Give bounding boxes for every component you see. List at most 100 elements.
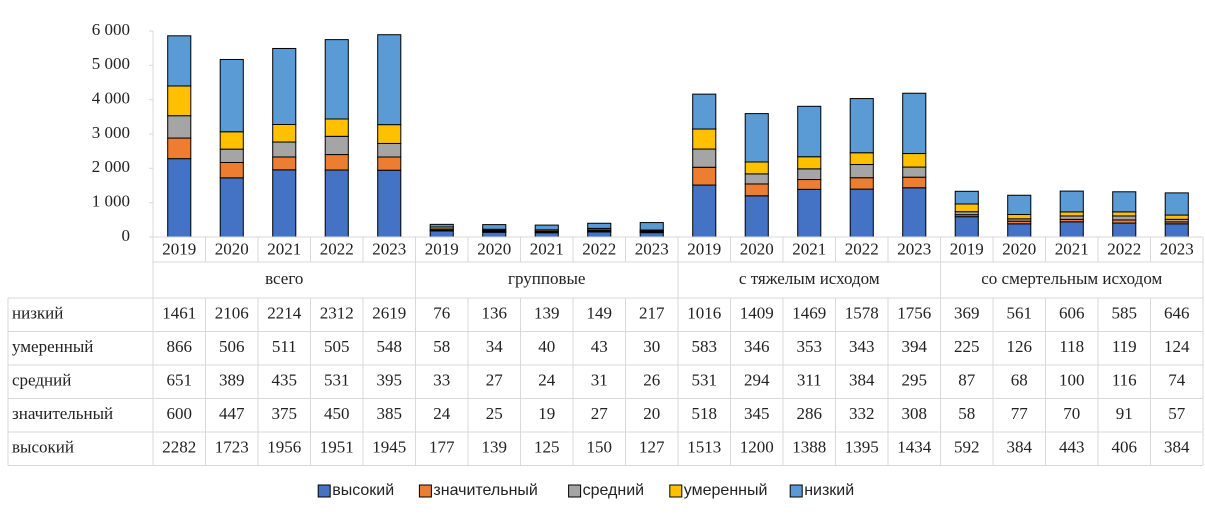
table-cell: 518 xyxy=(692,404,718,423)
table-cell: 646 xyxy=(1164,304,1190,323)
bar-segment xyxy=(744,161,769,175)
bar-segment xyxy=(1007,223,1032,238)
x-tick-label: 2021 xyxy=(267,239,301,258)
bar-segment xyxy=(797,105,822,158)
table-cell: 1756 xyxy=(897,304,931,323)
bar-segment xyxy=(954,216,979,238)
table-cell: 394 xyxy=(902,337,928,356)
x-tick-label: 2022 xyxy=(1107,239,1141,258)
table-cell: 27 xyxy=(486,371,504,390)
bar-segment xyxy=(692,184,717,238)
table-cell: 40 xyxy=(538,337,555,356)
table-cell: 308 xyxy=(902,404,928,423)
group-label: групповые xyxy=(508,269,585,288)
table-cell: 1388 xyxy=(792,438,826,457)
table-cell: 346 xyxy=(744,337,770,356)
bar-segment xyxy=(219,161,244,179)
table-cell: 26 xyxy=(643,371,660,390)
bar-segment xyxy=(324,169,349,238)
x-tick-label: 2020 xyxy=(740,239,774,258)
bar-segment xyxy=(1007,194,1032,216)
bar-segment xyxy=(377,124,402,144)
table-cell: 1578 xyxy=(845,304,879,323)
bar-segment xyxy=(377,34,402,126)
table-cell: 592 xyxy=(954,438,980,457)
legend-label: средний xyxy=(583,482,645,499)
table-cell: 217 xyxy=(639,304,665,323)
table-cell: 2312 xyxy=(320,304,354,323)
bar-segment xyxy=(797,188,822,238)
bar-segment xyxy=(219,148,244,163)
table-cell: 343 xyxy=(849,337,875,356)
table-cell: 395 xyxy=(377,371,403,390)
x-tick-label: 2022 xyxy=(320,239,354,258)
bar-segment xyxy=(219,131,244,150)
bar-segment xyxy=(1112,211,1137,217)
table-cell: 375 xyxy=(272,404,298,423)
table-cell: 385 xyxy=(377,404,403,423)
x-tick-label: 2019 xyxy=(425,239,459,258)
bar-segment xyxy=(692,166,717,186)
table-cell: 24 xyxy=(433,404,451,423)
bar-segment xyxy=(1112,191,1137,213)
bar-segment xyxy=(324,39,349,120)
table-cell: 150 xyxy=(587,438,613,457)
x-tick-label: 2021 xyxy=(792,239,826,258)
group-label: всего xyxy=(265,269,303,288)
bar-segment xyxy=(272,123,297,143)
x-tick-label: 2022 xyxy=(582,239,616,258)
bar-segment xyxy=(219,58,244,133)
bar-segment xyxy=(1059,215,1084,220)
bar-segment xyxy=(272,169,297,238)
bar-segment xyxy=(849,188,874,238)
table-cell: 57 xyxy=(1168,404,1186,423)
table-cell: 1956 xyxy=(267,438,301,457)
table-cell: 866 xyxy=(167,337,193,356)
group-label: со смертельным исходом xyxy=(981,269,1162,288)
y-tick-label: 5 000 xyxy=(92,54,130,73)
x-tick-label: 2023 xyxy=(372,239,406,258)
row-label: значительный xyxy=(12,404,113,423)
x-tick-label: 2020 xyxy=(215,239,249,258)
row-label: высокий xyxy=(12,438,74,457)
table-cell: 2619 xyxy=(372,304,406,323)
table-cell: 1434 xyxy=(897,438,932,457)
bar-segment xyxy=(902,166,927,178)
bar-segment xyxy=(587,222,612,229)
x-tick-label: 2023 xyxy=(635,239,669,258)
table-cell: 58 xyxy=(958,404,975,423)
table-cell: 1200 xyxy=(740,438,774,457)
table-cell: 606 xyxy=(1059,304,1085,323)
table-cell: 353 xyxy=(797,337,823,356)
table-cell: 406 xyxy=(1112,438,1138,457)
bar-segment xyxy=(1059,211,1084,217)
table-cell: 1016 xyxy=(687,304,721,323)
table-cell: 443 xyxy=(1059,438,1085,457)
legend-swatch xyxy=(568,484,582,498)
bar-segment xyxy=(849,152,874,166)
x-tick-label: 2023 xyxy=(1160,239,1194,258)
bar-segment xyxy=(744,183,769,197)
table-cell: 506 xyxy=(219,337,245,356)
bar-segment xyxy=(272,141,297,158)
table-cell: 651 xyxy=(167,371,193,390)
table-cell: 505 xyxy=(324,337,350,356)
bar-segment xyxy=(639,222,664,231)
x-tick-label: 2020 xyxy=(1002,239,1036,258)
bar-segment xyxy=(167,115,192,139)
bar-segment xyxy=(1164,214,1189,220)
table-cell: 77 xyxy=(1011,404,1029,423)
table-cell: 1409 xyxy=(740,304,774,323)
table-cell: 585 xyxy=(1112,304,1138,323)
bar-segment xyxy=(324,135,349,156)
legend-swatch xyxy=(669,484,683,498)
table-cell: 531 xyxy=(324,371,350,390)
table-cell: 31 xyxy=(591,371,608,390)
bar-segment xyxy=(167,137,192,160)
table-cell: 384 xyxy=(1164,438,1190,457)
bar-segment xyxy=(429,230,454,238)
bar-segment xyxy=(324,118,349,137)
table-cell: 68 xyxy=(1011,371,1028,390)
table-cell: 295 xyxy=(902,371,928,390)
bar-segment xyxy=(692,128,717,150)
